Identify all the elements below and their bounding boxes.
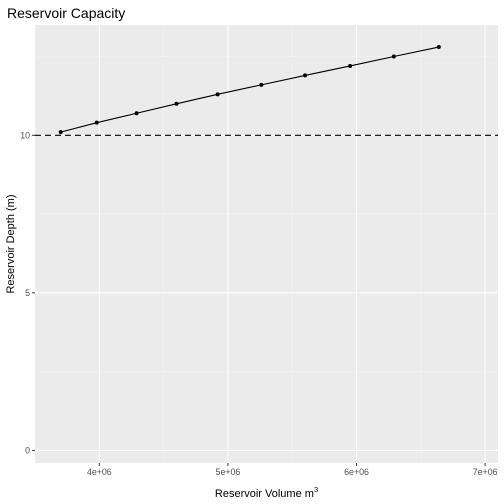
plot-panel [35, 25, 498, 463]
data-point [58, 130, 63, 135]
x-axis-title-text: Reservoir Volume m [215, 488, 314, 500]
data-point [134, 111, 139, 116]
x-tick-label: 5e+06 [216, 467, 241, 477]
data-point [391, 54, 396, 59]
series-line [60, 46, 439, 133]
chart-title: Reservoir Capacity [7, 5, 125, 21]
data-point [94, 120, 99, 125]
data-point [348, 63, 353, 68]
data-series [58, 45, 441, 135]
data-point [215, 92, 220, 97]
x-axis-title: Reservoir Volume m3 [215, 485, 318, 500]
y-tick-label: 10 [20, 130, 30, 140]
x-axis-title-superscript: 3 [314, 485, 318, 494]
y-tick-label: 0 [25, 445, 30, 455]
y-tick-label: 5 [25, 288, 30, 298]
data-point [303, 73, 308, 78]
y-axis-ticks: 0 5 10 [20, 130, 35, 455]
minor-gridlines [34, 25, 498, 463]
y-axis-title: Reservoir Depth (m) [5, 194, 17, 293]
x-tick-label: 4e+06 [87, 467, 112, 477]
x-axis-ticks: 4e+06 5e+06 6e+06 7e+06 [87, 463, 498, 477]
data-point [174, 101, 179, 106]
x-tick-label: 7e+06 [473, 467, 498, 477]
data-point [436, 45, 441, 50]
x-tick-label: 6e+06 [344, 467, 369, 477]
data-point [259, 82, 264, 87]
